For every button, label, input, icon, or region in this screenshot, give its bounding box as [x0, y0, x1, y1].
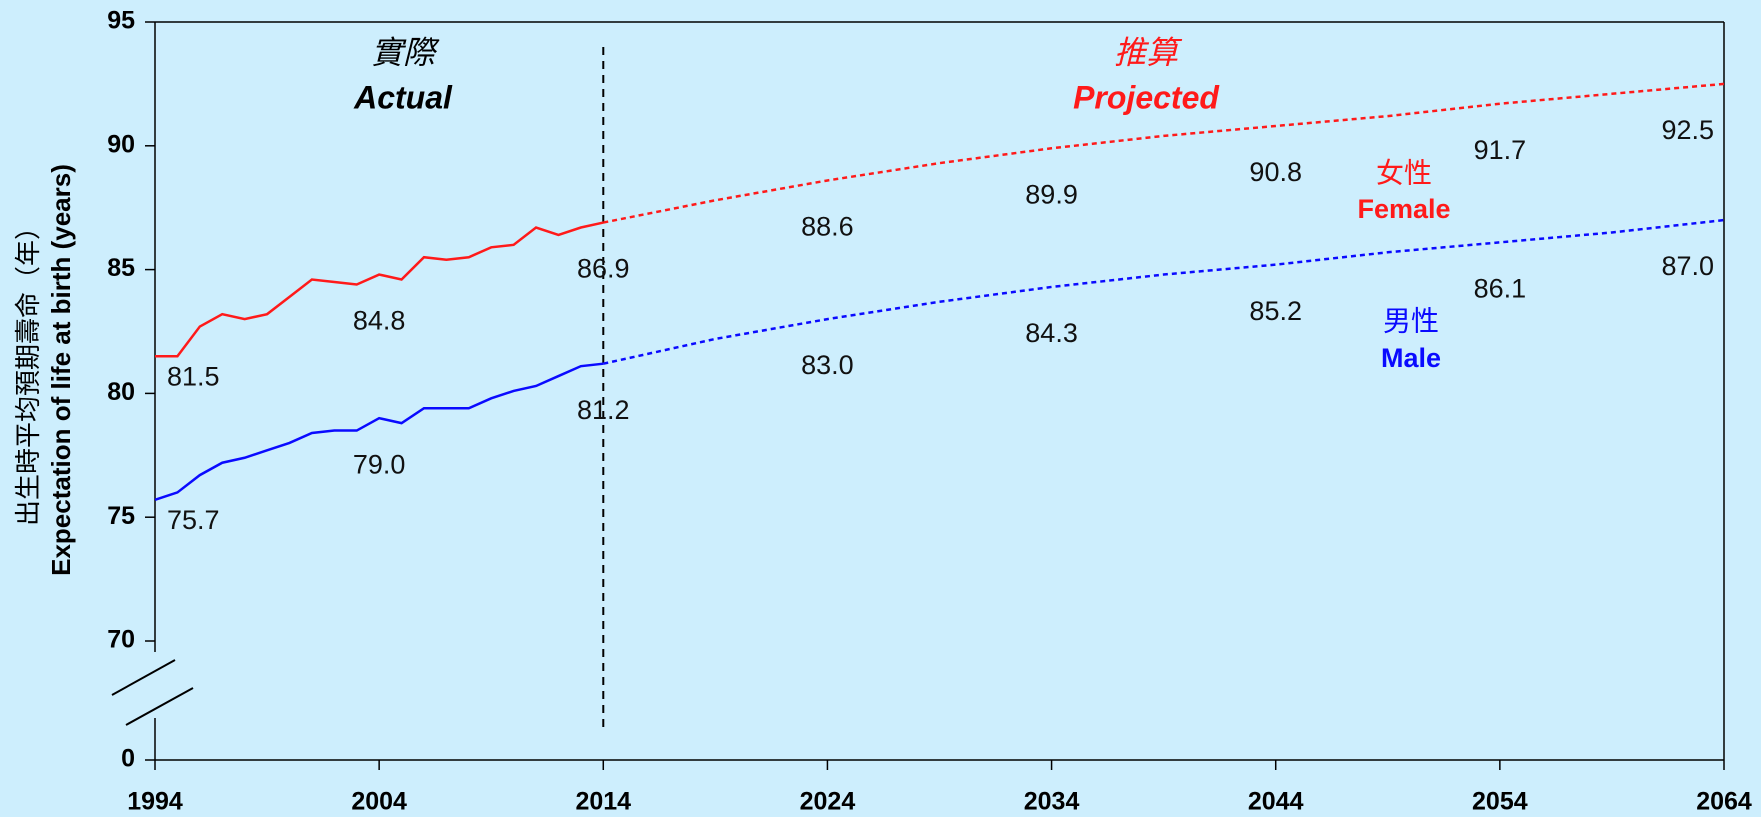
y-tick-label: 70: [107, 626, 135, 654]
y-axis-label: Expectation of life at birth (years): [46, 164, 76, 576]
data-label: 90.8: [1249, 157, 1302, 187]
data-label: 91.7: [1474, 135, 1527, 165]
line-actual: [155, 221, 604, 358]
line-actual: [154, 362, 604, 502]
data-label: 86.1: [1474, 273, 1527, 303]
y-tick-label: 0: [121, 745, 135, 773]
annotation: 推算: [1114, 34, 1183, 70]
y-tick-label: 90: [107, 130, 135, 158]
x-tick-label: 2044: [1248, 788, 1304, 816]
data-label: 89.9: [1025, 179, 1078, 209]
annotation: Actual: [353, 79, 453, 115]
data-label: 81.5: [167, 361, 220, 391]
line-projected: [603, 82, 1725, 224]
annotation: Female: [1357, 194, 1450, 224]
annotation: 實際: [371, 34, 440, 70]
data-label: 83.0: [801, 350, 854, 380]
x-tick-label: 2014: [575, 788, 631, 816]
data-label: 88.6: [801, 212, 854, 242]
x-tick-label: 2034: [1024, 788, 1080, 816]
data-label: 84.8: [353, 306, 406, 336]
annotation: 女性: [1376, 157, 1432, 188]
data-label: 79.0: [353, 449, 406, 479]
axis-break: [111, 659, 194, 726]
x-tick-label: 2004: [351, 788, 407, 816]
y-tick-label: 75: [107, 502, 135, 530]
data-label: 85.2: [1249, 296, 1302, 326]
x-tick-label: 1994: [127, 788, 183, 816]
y-axis-label-zh: 出生時平均預期壽命（年）: [13, 214, 43, 526]
data-label: 75.7: [167, 505, 220, 535]
y-tick-label: 80: [107, 378, 135, 406]
y-tick-label: 95: [107, 7, 135, 35]
annotation: Projected: [1073, 79, 1220, 115]
x-tick-label: 2024: [800, 788, 856, 816]
x-tick-label: 2064: [1696, 788, 1752, 816]
annotation: Male: [1381, 343, 1441, 373]
annotation: 男性: [1383, 305, 1439, 336]
data-label: 81.2: [577, 395, 630, 425]
data-label: 84.3: [1025, 318, 1078, 348]
y-tick-label: 85: [107, 254, 135, 282]
data-label: 87.0: [1661, 251, 1714, 281]
line-projected: [603, 218, 1725, 365]
plot-frame: [154, 21, 1725, 761]
x-tick-label: 2054: [1472, 788, 1528, 816]
data-label: 86.9: [577, 254, 630, 284]
data-label: 92.5: [1661, 115, 1714, 145]
